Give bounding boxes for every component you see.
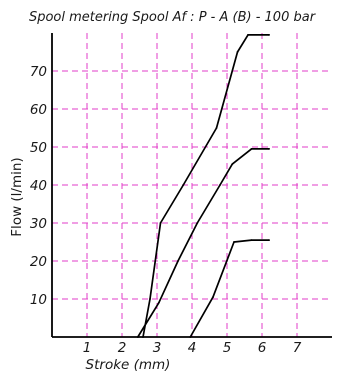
y-tick-label-6: 60 [30,102,47,118]
series-2-point-4 [196,222,199,224]
x-tick-label-2: 2 [118,340,127,356]
series-1-point-5 [215,127,218,129]
y-tick-label-4: 40 [30,178,47,194]
series-1-point-7 [247,34,249,36]
y-tick-label-1: 10 [30,292,47,308]
y-tick-label-2: 20 [30,254,47,270]
series-1-point-3 [159,222,162,224]
chart-title: Spool metering Spool Af : P - A (B) - 10… [29,10,317,25]
series-3-point-3 [233,241,235,243]
x-tick-label-5: 5 [223,340,232,356]
x-tick-label-1: 1 [83,340,92,356]
series-2-point-3 [177,260,179,262]
y-axis-label: Flow (l/min) [9,157,25,236]
x-tick-label-3: 3 [153,340,162,356]
series-3-point-4 [250,239,253,242]
series-3-point-5 [268,239,270,242]
y-tick-label-3: 30 [30,216,47,232]
series-1-point-4 [182,184,185,186]
x-tick-label-7: 7 [293,340,302,356]
tick-labels: 1 2 3 4 5 6 7 10 20 30 40 50 60 70 [30,64,302,356]
x-axis-label: Stroke (mm) [86,357,171,373]
data-series [136,34,270,338]
x-tick-label-4: 4 [188,340,197,356]
series-2-point-2 [157,301,160,304]
axes [51,33,332,338]
series-1-point-2 [149,298,151,300]
series-3-point-2 [212,296,214,298]
y-tick-label-5: 50 [30,140,47,156]
series-2-point-8 [268,148,270,150]
y-tick-label-7: 70 [30,64,47,80]
x-tick-label-6: 6 [258,340,267,356]
grid-lines [52,33,332,337]
series-1-point-6 [236,51,239,53]
series-2-point-5 [219,184,221,186]
series-1-point-8 [268,34,270,36]
series-2-point-6 [231,163,234,166]
series-line-1 [142,34,270,338]
series-line-2 [136,148,270,338]
series-2-point-7 [250,148,253,150]
